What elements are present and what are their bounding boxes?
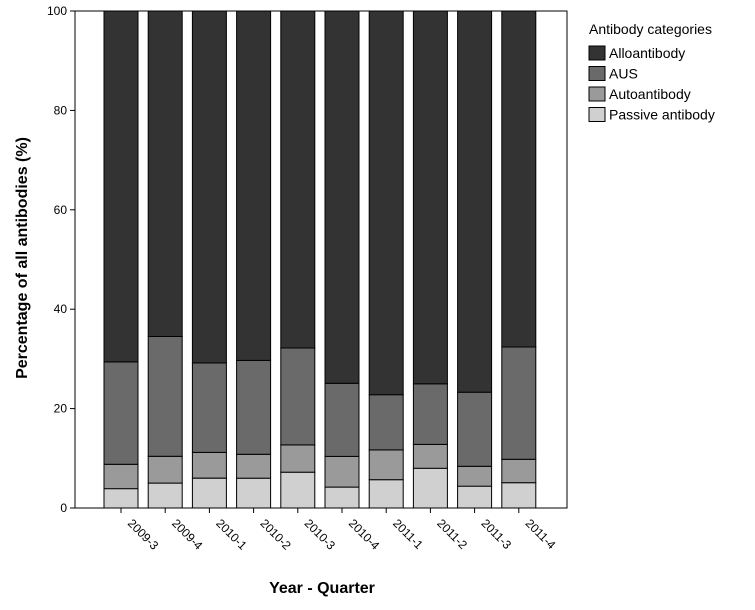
bar-segment-autoantibody-2010-2 bbox=[236, 453, 272, 479]
bar-segment-passive-antibody-2011-4 bbox=[501, 482, 537, 509]
bar-segment-autoantibody-2011-2 bbox=[412, 443, 448, 469]
plot-frame bbox=[74, 10, 568, 509]
bar-segment-aus-2010-2 bbox=[236, 359, 272, 455]
bar-segment-alloantibody-2009-4 bbox=[147, 10, 183, 337]
legend-label-aus: AUS bbox=[609, 66, 638, 82]
legend-swatch-alloantibody bbox=[588, 45, 606, 61]
legend-swatch-passive-antibody bbox=[588, 107, 606, 122]
y-tick-label: 0 bbox=[60, 501, 67, 515]
legend-label-autoantibody: Autoantibody bbox=[609, 86, 691, 102]
bar-segment-aus-2011-2 bbox=[412, 383, 448, 445]
x-tick-label: 2011-2 bbox=[434, 516, 470, 552]
x-tick-label: 2010-4 bbox=[346, 516, 383, 553]
bar-segment-alloantibody-2011-3 bbox=[457, 10, 493, 393]
bar-segment-aus-2011-1 bbox=[368, 394, 404, 451]
bar-segment-aus-2010-3 bbox=[280, 347, 316, 446]
x-tick-label: 2009-4 bbox=[169, 516, 206, 553]
bar-segment-alloantibody-2010-4 bbox=[324, 10, 360, 384]
bar-segment-autoantibody-2011-1 bbox=[368, 449, 404, 481]
bar-segment-autoantibody-2010-3 bbox=[280, 444, 316, 473]
legend-swatch-aus bbox=[588, 66, 606, 81]
bar-segment-autoantibody-2009-4 bbox=[147, 455, 183, 484]
bar-segment-passive-antibody-2010-3 bbox=[280, 471, 316, 509]
y-tick-label: 20 bbox=[54, 402, 68, 416]
legend-title: Antibody categories bbox=[589, 21, 712, 37]
x-tick-label: 2010-2 bbox=[257, 516, 294, 553]
x-tick-label: 2011-1 bbox=[390, 516, 426, 552]
bar-segment-passive-antibody-2011-2 bbox=[412, 467, 448, 509]
legend-label-passive-antibody: Passive antibody bbox=[609, 107, 715, 123]
bar-segment-autoantibody-2010-1 bbox=[191, 451, 227, 479]
bar-segment-passive-antibody-2010-1 bbox=[191, 477, 227, 509]
bar-segment-passive-antibody-2009-3 bbox=[103, 488, 139, 509]
bar-segment-passive-antibody-2009-4 bbox=[147, 482, 183, 509]
bar-segment-passive-antibody-2010-2 bbox=[236, 477, 272, 509]
x-tick-label: 2011-3 bbox=[478, 516, 514, 552]
x-tick-label: 2011-4 bbox=[523, 516, 559, 552]
legend-label-alloantibody: Alloantibody bbox=[609, 45, 685, 61]
bar-segment-aus-2010-1 bbox=[191, 362, 227, 453]
bar-segment-passive-antibody-2010-4 bbox=[324, 486, 360, 509]
y-tick-label: 100 bbox=[47, 4, 67, 18]
bar-segment-aus-2011-4 bbox=[501, 346, 537, 460]
x-tick-label: 2010-1 bbox=[213, 516, 250, 553]
bar-segment-alloantibody-2011-2 bbox=[412, 10, 448, 385]
y-tick-label: 80 bbox=[54, 103, 68, 117]
bar-segment-autoantibody-2011-3 bbox=[457, 465, 493, 487]
bar-segment-passive-antibody-2011-3 bbox=[457, 485, 493, 509]
x-axis-title: Year - Quarter bbox=[269, 580, 375, 597]
y-axis-title: Percentage of all antibodies (%) bbox=[14, 137, 31, 379]
bar-segment-alloantibody-2010-2 bbox=[236, 10, 272, 361]
bar-segment-alloantibody-2010-1 bbox=[191, 10, 227, 364]
y-tick-label: 40 bbox=[54, 302, 68, 316]
bar-segment-aus-2010-4 bbox=[324, 382, 360, 457]
legend: Antibody categories Alloantibody AUS Autoa… bbox=[588, 21, 715, 123]
plot-area bbox=[75, 10, 567, 509]
bar-segment-aus-2009-3 bbox=[103, 361, 139, 465]
bar-segment-alloantibody-2009-3 bbox=[103, 10, 139, 363]
bar-segment-alloantibody-2011-4 bbox=[501, 10, 537, 348]
bar-segment-passive-antibody-2011-1 bbox=[368, 479, 404, 509]
bar-segment-autoantibody-2009-3 bbox=[103, 463, 139, 490]
bar-segment-autoantibody-2011-4 bbox=[501, 458, 537, 484]
bar-segment-alloantibody-2011-1 bbox=[368, 10, 404, 396]
x-tick-label: 2010-3 bbox=[302, 516, 339, 553]
bar-segment-aus-2011-3 bbox=[457, 391, 493, 467]
x-tick-label: 2009-3 bbox=[125, 516, 162, 553]
bar-segment-aus-2009-4 bbox=[147, 336, 183, 457]
bar-segment-alloantibody-2010-3 bbox=[280, 10, 316, 349]
y-tick-label: 60 bbox=[54, 203, 68, 217]
bar-segment-autoantibody-2010-4 bbox=[324, 455, 360, 488]
legend-swatch-autoantibody bbox=[588, 86, 606, 102]
